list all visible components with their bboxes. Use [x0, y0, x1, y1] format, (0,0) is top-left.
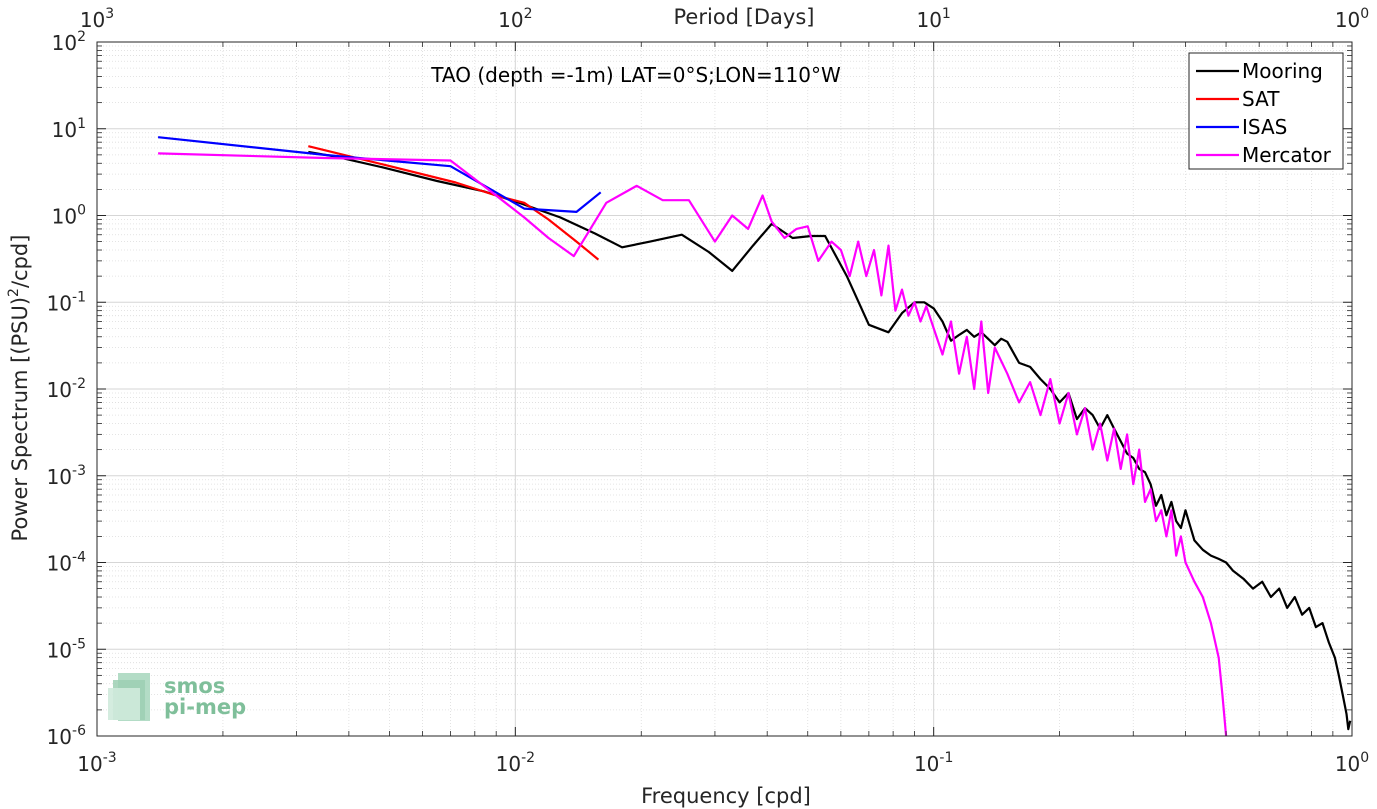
y-tick-label: 101 — [52, 116, 86, 142]
top-axis-label: Period [Days] — [674, 5, 815, 29]
top-tick-label: 103 — [80, 6, 114, 32]
logo-layer-3 — [108, 688, 140, 720]
top-tick-label: 102 — [498, 6, 532, 32]
legend: Mooring SAT ISAS Mercator — [1188, 52, 1344, 170]
y-tick-label: 102 — [52, 29, 86, 55]
legend-label-mercator: Mercator — [1242, 143, 1332, 167]
legend-label-mooring: Mooring — [1242, 59, 1323, 83]
minor-grid — [97, 42, 1352, 736]
smos-pi-mep-logo: smos pi-mep — [108, 673, 246, 721]
y-tick-label: 10-3 — [47, 463, 86, 489]
y-tick-label: 10-1 — [47, 289, 86, 315]
legend-label-isas: ISAS — [1242, 115, 1287, 139]
chart-title: TAO (depth =-1m) LAT=0°S;LON=110°W — [430, 63, 841, 87]
y-axis-label: Power Spectrum [(PSU)2/cpd] — [6, 235, 32, 542]
x-tick-label: 10-1 — [914, 750, 953, 776]
y-tick-label: 10-5 — [47, 636, 86, 662]
x-tick-label: 100 — [1335, 750, 1369, 776]
y-tick-label: 10-6 — [47, 723, 87, 749]
y-tick-label: 100 — [52, 203, 86, 229]
legend-box — [1188, 52, 1344, 170]
y-axis-label-main: Power Spectrum [(PSU) — [8, 297, 32, 542]
y-tick-label: 10-2 — [47, 376, 86, 402]
y-axis-label-sup: 2 — [6, 288, 22, 297]
x-tick-label: 10-3 — [77, 750, 116, 776]
logo-line-2: pi-mep — [164, 695, 246, 719]
legend-label-sat: SAT — [1242, 87, 1280, 111]
y-axis-label-tail: /cpd] — [8, 235, 32, 288]
logo-line-1: smos — [164, 674, 225, 698]
axis-ticks — [96, 41, 1353, 737]
series-line-mercator — [158, 152, 1228, 737]
top-tick-label: 100 — [1335, 6, 1369, 32]
series-line-sat — [308, 145, 600, 261]
top-tick-label: 101 — [916, 6, 950, 32]
y-tick-label: 10-4 — [47, 550, 87, 576]
series-layer — [157, 136, 1352, 737]
x-axis-label: Frequency [cpd] — [641, 784, 811, 808]
x-tick-label: 10-2 — [496, 750, 535, 776]
